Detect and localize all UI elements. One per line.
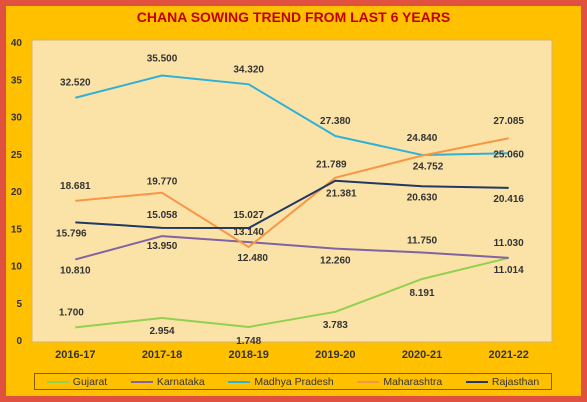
y-tick-label: 5 (16, 299, 22, 310)
data-label: 32.520 (60, 78, 91, 89)
series-line-karnataka (75, 235, 509, 261)
data-label: 1.748 (236, 336, 261, 347)
data-label: 27.380 (320, 116, 351, 127)
data-label: 20.630 (407, 192, 438, 203)
data-label: 15.058 (147, 210, 178, 221)
data-label: 24.752 (413, 162, 444, 173)
series-line-maharashtra (75, 137, 509, 249)
data-label: 13.140 (233, 227, 264, 238)
data-label: 27.085 (493, 116, 524, 127)
x-tick-label: 2017-18 (142, 349, 182, 361)
data-label: 25.060 (493, 149, 524, 160)
legend-item: Karnataka (130, 375, 205, 388)
legend-label: Gujarat (72, 375, 108, 388)
data-label: 18.681 (60, 181, 91, 192)
legend-label: Madhya Pradesh (254, 375, 334, 388)
legend-swatch (357, 380, 380, 383)
y-tick-label: 40 (11, 38, 23, 49)
chart-legend: Gujarat Karnataka Madhya Pradesh Maharashtr… (34, 373, 552, 390)
legend-item: Madhya Pradesh (228, 375, 334, 388)
legend-label: Rajasthan (491, 375, 540, 388)
legend-item: Rajasthan (465, 375, 540, 388)
x-tick-label: 2019-20 (315, 349, 355, 361)
series-line-madhya-pradesh (75, 74, 509, 156)
data-label: 20.416 (493, 194, 524, 205)
y-tick-label: 0 (16, 336, 22, 347)
x-tick-label: 2021-22 (488, 349, 528, 361)
data-label: 21.789 (316, 160, 347, 171)
data-label: 11.750 (407, 235, 437, 246)
legend-label: Maharashtra (383, 375, 443, 388)
data-label: 2.954 (149, 326, 174, 337)
data-label: 24.840 (407, 133, 438, 144)
data-label: 12.480 (237, 253, 268, 264)
legend-swatch (130, 380, 153, 383)
x-tick-label: 2018-19 (228, 349, 268, 361)
legend-item: Maharashtra (357, 376, 442, 388)
data-label: 11.014 (494, 265, 524, 276)
data-label: 21.381 (326, 189, 357, 200)
data-label: 3.783 (323, 320, 348, 331)
data-label: 35.500 (147, 54, 178, 65)
data-label: 15.027 (233, 210, 264, 221)
legend-swatch (465, 380, 488, 383)
x-tick-label: 2020-21 (402, 349, 442, 361)
data-label: 1.700 (59, 307, 84, 318)
data-label: 15.796 (56, 228, 87, 239)
legend-label: Karnataka (156, 375, 205, 388)
data-label: 12.260 (320, 256, 351, 267)
series-line-gujarat (75, 256, 509, 329)
y-tick-label: 10 (11, 262, 23, 273)
legend-item: Gujarat (46, 375, 108, 388)
y-tick-label: 25 (11, 150, 23, 161)
data-label: 34.320 (233, 64, 264, 75)
data-label: 8.191 (409, 288, 434, 299)
plot-area (31, 39, 553, 343)
data-label: 13.950 (147, 241, 178, 252)
data-label: 11.030 (494, 238, 524, 249)
y-tick-label: 30 (11, 113, 23, 124)
chart-title: CHANA SOWING TREND FROM LAST 6 YEARS (136, 9, 451, 25)
y-tick-label: 35 (11, 75, 23, 86)
x-tick-label: 2016-17 (55, 349, 95, 361)
y-tick-label: 20 (11, 187, 23, 198)
legend-swatch (46, 380, 69, 383)
data-label: 10.810 (60, 265, 91, 276)
series-line-rajasthan (75, 179, 509, 230)
legend-swatch (228, 380, 251, 383)
y-tick-label: 15 (11, 224, 23, 235)
data-label: 19.770 (147, 177, 178, 188)
